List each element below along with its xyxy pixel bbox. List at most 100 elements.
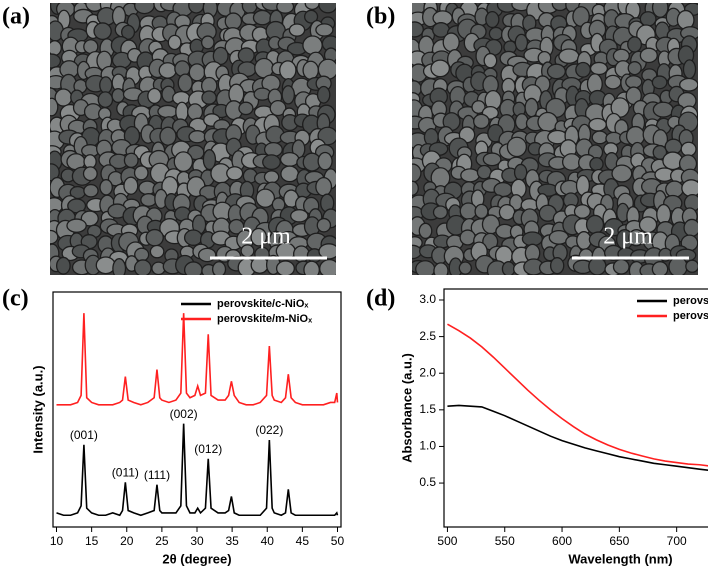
grain (66, 218, 87, 233)
data-line (447, 323, 708, 467)
grain (281, 85, 295, 105)
grain (514, 33, 529, 52)
grain (111, 88, 125, 104)
x-tick-label: 45 (296, 534, 310, 548)
grain (95, 256, 116, 275)
grain (611, 164, 633, 183)
grain (269, 99, 287, 117)
grain (679, 77, 698, 92)
grain (82, 166, 98, 182)
grain (83, 183, 99, 198)
grain (315, 176, 333, 197)
grain (588, 256, 607, 275)
grain (188, 3, 205, 14)
grain (302, 60, 319, 81)
grain (279, 60, 297, 81)
grain (97, 91, 114, 109)
grain (252, 9, 272, 26)
grain (651, 261, 669, 275)
grain (263, 170, 280, 184)
grain (681, 179, 698, 198)
grain (241, 3, 258, 15)
peak-annotation: (012) (194, 442, 222, 456)
x-tick-label: 20 (120, 534, 134, 548)
grain (483, 52, 498, 69)
grain (293, 245, 310, 263)
grain (302, 35, 323, 56)
grain (177, 73, 193, 93)
grain (55, 256, 71, 275)
legend-label: perovskite/c-NiOₓ (217, 298, 309, 310)
grain (460, 168, 480, 183)
x-axis-title: Wavelength (nm) (568, 551, 672, 566)
grain (197, 247, 217, 263)
grain (121, 24, 136, 40)
data-line (56, 423, 339, 517)
grain (255, 188, 276, 208)
grain (290, 209, 309, 223)
y-tick-label: 1.0 (419, 439, 436, 453)
grain (459, 202, 478, 220)
grain (473, 113, 490, 130)
grain (50, 163, 60, 182)
grain (133, 259, 152, 275)
peak-annotation: (001) (70, 428, 98, 442)
x-tick-label: 25 (155, 534, 169, 548)
grain (537, 111, 559, 132)
grain (200, 35, 215, 50)
grain (147, 87, 162, 105)
panel-label: (c) (2, 286, 29, 312)
grain (680, 141, 697, 157)
grain (604, 74, 622, 90)
x-tick-label: 30 (190, 534, 204, 548)
grain (513, 163, 528, 181)
grain (288, 23, 306, 37)
y-axis-title: Intensity (a.u.) (30, 365, 45, 453)
grain (433, 262, 449, 275)
panel-label: (d) (366, 286, 395, 312)
grain (183, 261, 203, 275)
grain (134, 3, 155, 15)
grain (591, 130, 609, 145)
grain (99, 179, 113, 196)
grain (651, 75, 668, 90)
x-tick-label: 35 (225, 534, 239, 548)
grain (458, 261, 472, 275)
grain (50, 97, 59, 117)
grain (501, 261, 516, 275)
scale-bar-label: 2 μm (241, 224, 291, 250)
grain (638, 216, 658, 234)
grain (612, 258, 630, 275)
grain (93, 22, 112, 41)
legend-label: perovskite/c-NiOₓ (673, 295, 708, 307)
grain (250, 227, 268, 247)
x-tick-label: 600 (552, 534, 572, 548)
grain (471, 100, 486, 115)
grain (639, 47, 658, 64)
grain (430, 59, 451, 78)
grain (175, 101, 189, 123)
grain (485, 10, 500, 29)
grain (482, 152, 502, 167)
y-tick-label: 2.5 (419, 329, 436, 343)
grain (145, 228, 164, 247)
y-tick-label: 0.5 (419, 475, 436, 489)
grain (140, 193, 158, 207)
grain (585, 214, 605, 235)
grain (159, 126, 177, 146)
grain (316, 85, 331, 104)
grain (685, 259, 698, 273)
grain (201, 90, 217, 105)
grain (50, 53, 62, 69)
grain (238, 101, 254, 116)
grain (589, 61, 609, 76)
grain (123, 176, 139, 195)
grain (303, 260, 320, 275)
plot-frame (443, 288, 708, 528)
grain (211, 261, 227, 275)
x-tick-label: 10 (50, 534, 64, 548)
scale-bar-label: 2 μm (603, 224, 653, 250)
grain (317, 151, 333, 171)
grain (549, 257, 565, 275)
x-tick-label: 500 (437, 534, 457, 548)
